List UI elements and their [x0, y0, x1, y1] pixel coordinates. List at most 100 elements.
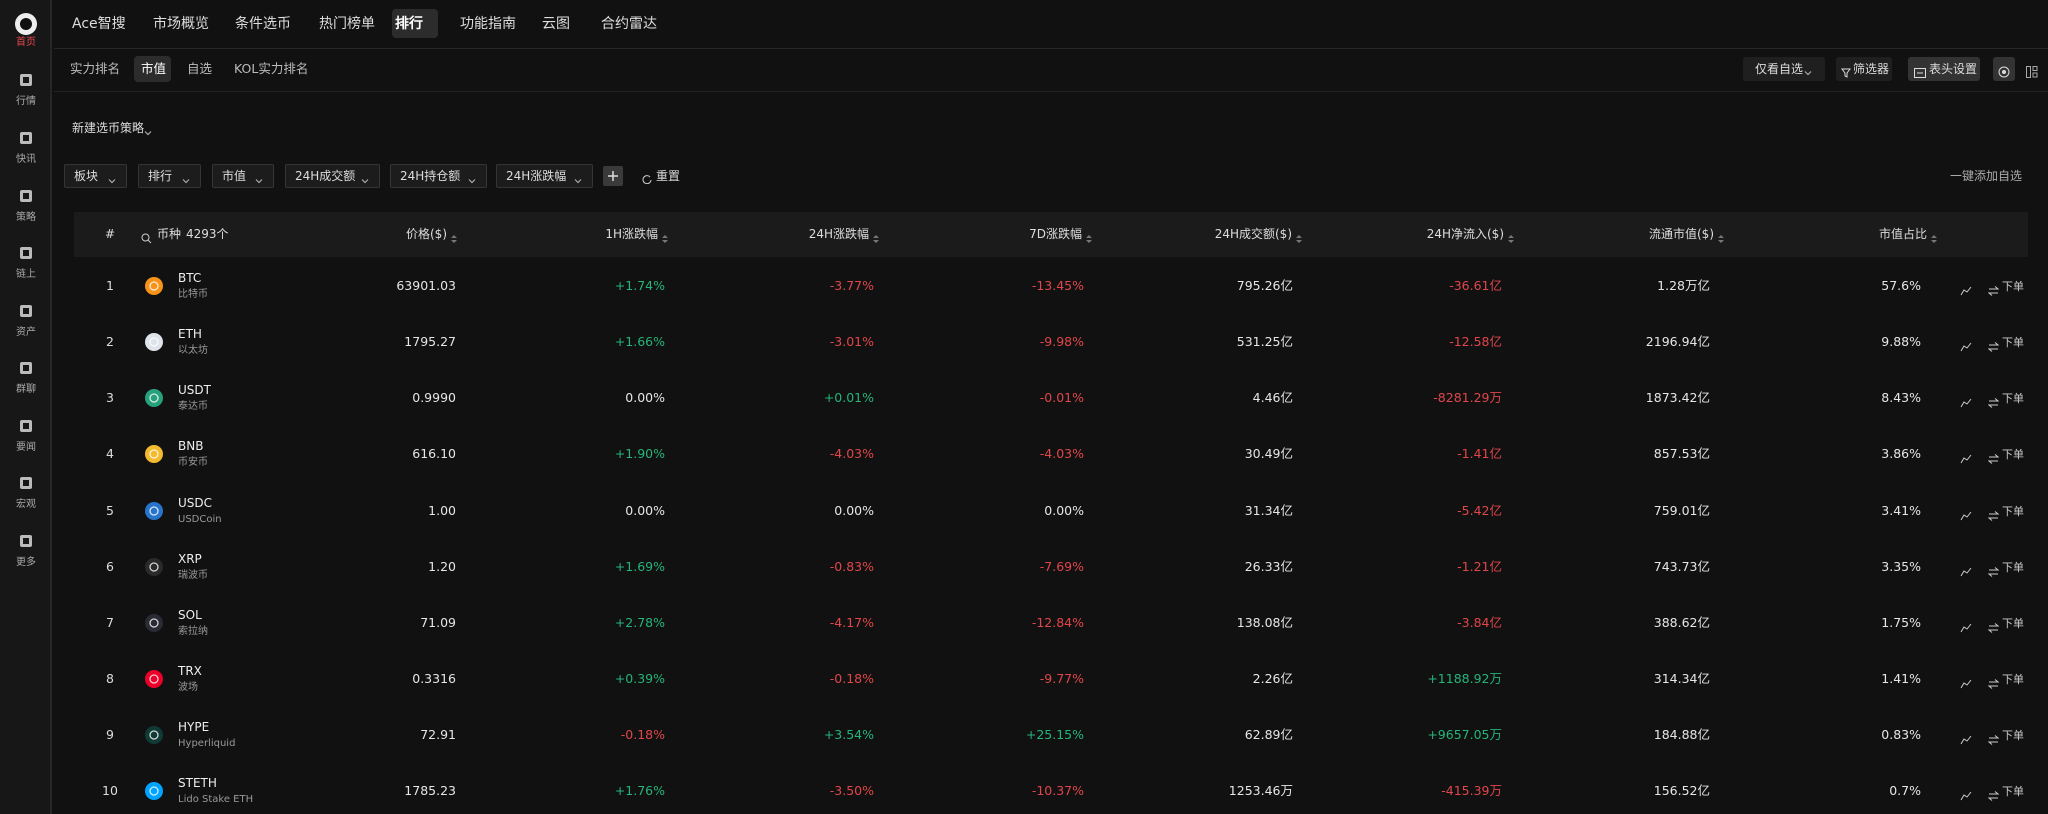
- filter-label[interactable]: 24H持仓额: [400, 169, 461, 183]
- order-icon[interactable]: [1987, 393, 2000, 409]
- filter-dropdown[interactable]: [138, 164, 201, 188]
- sidebar-icon[interactable]: [18, 130, 34, 146]
- nav-item[interactable]: 排行: [395, 16, 423, 32]
- logo[interactable]: [14, 12, 38, 36]
- header-cell[interactable]: 1H涨跌幅: [605, 227, 658, 241]
- sort-icon[interactable]: [1296, 229, 1302, 243]
- order-icon[interactable]: [1987, 506, 2000, 521]
- filter-dropdown[interactable]: [496, 164, 593, 188]
- screener-button[interactable]: 筛选器: [1853, 62, 1890, 76]
- sort-icon[interactable]: [451, 229, 457, 243]
- nav-item[interactable]: 热门榜单: [319, 16, 375, 32]
- order-icon[interactable]: [1987, 562, 2000, 577]
- sort-icon[interactable]: [1086, 229, 1092, 243]
- coin-symbol[interactable]: USDC: [178, 495, 213, 510]
- sort-icon[interactable]: [873, 229, 879, 243]
- coin-symbol[interactable]: BNB: [178, 439, 204, 454]
- sidebar-icon[interactable]: [18, 303, 34, 319]
- order-button[interactable]: 下单: [2002, 448, 2024, 462]
- order-icon[interactable]: [1987, 337, 2000, 353]
- order-icon[interactable]: [1987, 618, 2000, 633]
- chart-icon[interactable]: [1960, 674, 1972, 689]
- chart-icon[interactable]: [1960, 730, 1972, 745]
- coin-symbol[interactable]: HYPE: [178, 720, 210, 735]
- chart-icon[interactable]: [1960, 506, 1972, 520]
- search-icon[interactable]: [141, 229, 152, 244]
- columns-button[interactable]: 表头设置: [1929, 62, 1978, 76]
- chart-icon[interactable]: [1960, 393, 1972, 408]
- coin-symbol[interactable]: USDT: [178, 383, 211, 398]
- sidebar-label[interactable]: 快讯: [16, 154, 36, 165]
- coin-symbol[interactable]: ETH: [178, 327, 202, 342]
- order-icon[interactable]: [1987, 281, 2000, 296]
- order-button[interactable]: 下单: [2002, 336, 2024, 350]
- button-bg[interactable]: [1743, 57, 1825, 81]
- filter-dropdown[interactable]: [212, 164, 274, 188]
- strategy-select[interactable]: 新建选币策略: [72, 121, 145, 135]
- filter-label[interactable]: 板块: [74, 169, 99, 183]
- order-button[interactable]: 下单: [2002, 504, 2024, 518]
- coin-symbol[interactable]: BTC: [178, 271, 202, 285]
- header-cell[interactable]: 市值占比: [1878, 227, 1927, 241]
- add-all-button[interactable]: 一键添加自选: [1949, 169, 2022, 183]
- filter-label[interactable]: 排行: [148, 169, 173, 183]
- subnav-item[interactable]: KOL实力排名: [234, 61, 309, 76]
- sidebar-icon[interactable]: [18, 418, 34, 434]
- settings-icon[interactable]: [1998, 63, 2010, 78]
- layout-icon[interactable]: [2026, 63, 2038, 78]
- chart-icon[interactable]: [1960, 786, 1972, 801]
- sidebar-label[interactable]: 更多: [16, 557, 36, 568]
- subnav-item[interactable]: 市值: [141, 61, 167, 76]
- header-cell[interactable]: 价格($): [406, 227, 447, 241]
- sidebar-label[interactable]: 资产: [16, 327, 36, 338]
- sidebar-icon[interactable]: [18, 475, 34, 491]
- sort-icon[interactable]: [1931, 229, 1937, 243]
- filter-label[interactable]: 市值: [222, 169, 247, 183]
- sidebar-label[interactable]: 策略: [16, 212, 36, 223]
- chart-icon[interactable]: [1960, 281, 1972, 296]
- sort-icon[interactable]: [662, 229, 668, 243]
- nav-item[interactable]: 条件选币: [235, 16, 291, 32]
- filter-dropdown[interactable]: [285, 164, 380, 188]
- nav-item[interactable]: Ace智搜: [72, 16, 126, 32]
- filter-dropdown[interactable]: [64, 164, 127, 188]
- chart-icon[interactable]: [1960, 618, 1972, 633]
- order-button[interactable]: 下单: [2002, 673, 2024, 687]
- order-icon[interactable]: [1987, 786, 2000, 802]
- order-button[interactable]: 下单: [2002, 560, 2024, 574]
- nav-item[interactable]: 合约雷达: [601, 16, 657, 32]
- order-button[interactable]: 下单: [2002, 280, 2024, 293]
- sidebar-label[interactable]: 行情: [16, 96, 36, 107]
- subnav-item[interactable]: 实力排名: [70, 61, 121, 76]
- watchlist-toggle[interactable]: 仅看自选: [1755, 62, 1804, 76]
- order-button[interactable]: 下单: [2002, 392, 2024, 406]
- header-cell[interactable]: 24H涨跌幅: [808, 227, 869, 241]
- sidebar-icon[interactable]: [18, 245, 34, 261]
- sidebar-icon[interactable]: [18, 188, 34, 204]
- order-button[interactable]: 下单: [2002, 785, 2024, 799]
- chart-icon[interactable]: [1960, 562, 1972, 577]
- sidebar-label[interactable]: 首页: [16, 37, 36, 48]
- order-button[interactable]: 下单: [2002, 729, 2024, 743]
- order-icon[interactable]: [1987, 730, 2000, 746]
- header-cell[interactable]: 流通市值($): [1649, 227, 1714, 241]
- sidebar-icon[interactable]: [18, 360, 34, 376]
- filter-label[interactable]: 24H成交额: [295, 169, 356, 183]
- sidebar-label[interactable]: 链上: [16, 269, 36, 280]
- sort-icon[interactable]: [1718, 229, 1724, 243]
- filter-label[interactable]: 24H涨跌幅: [506, 169, 567, 183]
- sidebar-label[interactable]: 宏观: [16, 499, 36, 510]
- coin-symbol[interactable]: TRX: [178, 664, 202, 679]
- header-cell[interactable]: 24H成交额($): [1214, 227, 1292, 241]
- coin-symbol[interactable]: SOL: [178, 607, 202, 622]
- order-button[interactable]: 下单: [2002, 616, 2024, 630]
- coin-symbol[interactable]: STETH: [178, 776, 217, 791]
- sidebar-icon[interactable]: [18, 72, 34, 88]
- sidebar-label[interactable]: 要闻: [16, 442, 36, 453]
- chart-icon[interactable]: [1960, 449, 1972, 464]
- nav-item[interactable]: 市场概览: [153, 16, 209, 32]
- nav-item[interactable]: 功能指南: [460, 16, 516, 32]
- coin-symbol[interactable]: XRP: [178, 551, 202, 566]
- chart-icon[interactable]: [1960, 337, 1972, 352]
- nav-item[interactable]: 云图: [542, 16, 570, 32]
